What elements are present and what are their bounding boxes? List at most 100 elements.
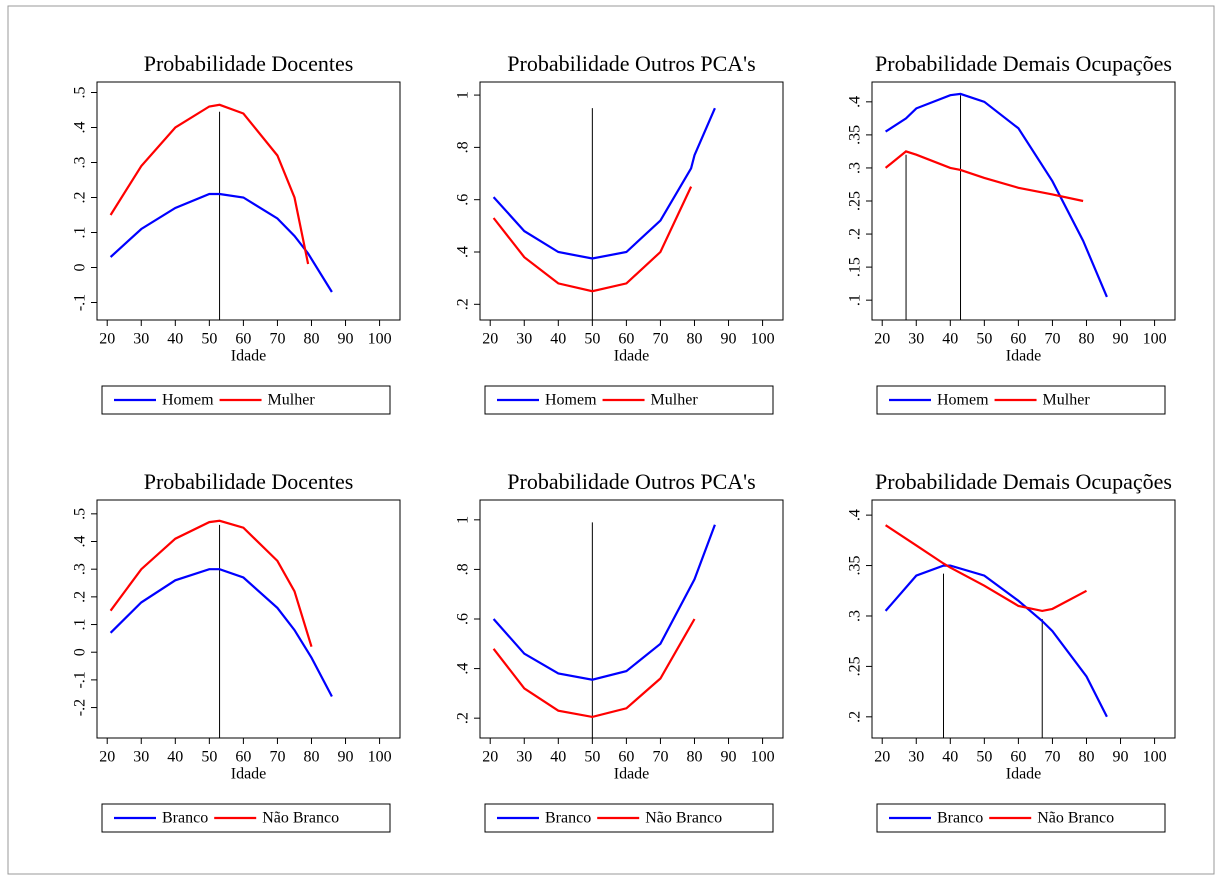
y-tick-label: .8	[455, 563, 472, 575]
chart-title: Probabilidade Demais Ocupações	[875, 469, 1172, 494]
y-tick-label: .15	[847, 257, 864, 277]
legend-label: Branco	[937, 810, 983, 827]
y-tick-label: .25	[847, 191, 864, 211]
x-tick-label: 60	[235, 749, 251, 766]
x-tick-label: 70	[652, 331, 668, 348]
x-tick-label: 50	[976, 331, 992, 348]
legend-label: Mulher	[1043, 392, 1091, 409]
y-tick-label: -.2	[72, 699, 89, 716]
series-line	[109, 519, 313, 648]
y-tick-label: -.1	[72, 294, 89, 311]
y-tick-label: .2	[72, 192, 89, 204]
x-tick-label: 70	[1044, 331, 1060, 348]
series-line	[492, 524, 716, 681]
y-tick-label: .2	[455, 712, 472, 724]
series-line	[492, 186, 693, 293]
y-tick-label: .4	[847, 96, 864, 108]
x-tick-label: 50	[201, 749, 217, 766]
x-tick-label: 90	[338, 331, 354, 348]
y-tick-label: .4	[72, 536, 89, 548]
x-tick-label: 40	[942, 749, 958, 766]
y-tick-label: .6	[455, 194, 472, 206]
x-tick-label: 60	[618, 331, 634, 348]
y-tick-label: .4	[455, 246, 472, 258]
y-tick-label: .6	[455, 613, 472, 625]
x-tick-label: 40	[550, 331, 566, 348]
x-tick-label: 30	[133, 331, 149, 348]
y-tick-label: .3	[72, 157, 89, 169]
x-tick-label: 80	[303, 331, 319, 348]
series-line	[109, 568, 333, 698]
x-tick-label: 20	[482, 331, 498, 348]
y-tick-label: .1	[847, 294, 864, 306]
y-tick-label: .2	[847, 711, 864, 723]
x-tick-label: 50	[201, 331, 217, 348]
x-tick-label: 30	[908, 331, 924, 348]
legend-label: Não Branco	[645, 810, 722, 827]
x-tick-label: 70	[1044, 749, 1060, 766]
x-tick-label: 80	[1078, 749, 1094, 766]
plot-frame	[96, 81, 401, 321]
y-tick-label: .4	[455, 663, 472, 675]
legend-label: Não Branco	[1037, 810, 1114, 827]
x-tick-label: 60	[235, 331, 251, 348]
y-tick-label: .35	[847, 556, 864, 576]
legend-label: Homem	[545, 392, 597, 409]
y-tick-label: .2	[847, 228, 864, 240]
x-tick-label: 90	[721, 331, 737, 348]
x-tick-label: 20	[482, 749, 498, 766]
y-tick-label: .2	[455, 298, 472, 310]
legend-label: Não Branco	[262, 810, 339, 827]
y-tick-label: .2	[72, 591, 89, 603]
y-tick-label: .1	[72, 227, 89, 239]
x-axis-label: Idade	[614, 348, 650, 365]
legend-label: Mulher	[651, 392, 699, 409]
x-tick-label: 90	[1113, 749, 1129, 766]
chart-title: Probabilidade Outros PCA's	[507, 51, 755, 76]
y-tick-label: -.1	[72, 671, 89, 688]
x-tick-label: 80	[686, 749, 702, 766]
legend-label: Branco	[545, 810, 591, 827]
x-tick-label: 50	[584, 331, 600, 348]
x-tick-label: 80	[686, 331, 702, 348]
x-tick-label: 100	[368, 749, 392, 766]
series-line	[884, 564, 1108, 718]
x-tick-label: 70	[652, 749, 668, 766]
x-tick-label: 80	[1078, 331, 1094, 348]
x-tick-label: 50	[584, 749, 600, 766]
plot-frame	[479, 81, 784, 321]
x-tick-label: 20	[874, 331, 890, 348]
x-tick-label: 40	[167, 749, 183, 766]
x-tick-label: 70	[269, 331, 285, 348]
y-tick-label: 0	[72, 648, 89, 656]
x-tick-label: 30	[908, 749, 924, 766]
y-tick-label: .3	[847, 162, 864, 174]
series-line	[885, 92, 1108, 298]
y-tick-label: .3	[847, 610, 864, 622]
x-tick-label: 50	[976, 749, 992, 766]
x-tick-label: 100	[368, 331, 392, 348]
y-tick-label: .4	[72, 122, 89, 134]
series-line	[884, 150, 1084, 203]
series-line	[884, 524, 1088, 613]
x-tick-label: 40	[942, 331, 958, 348]
series-line	[109, 192, 333, 293]
legend-label: Homem	[937, 392, 989, 409]
chart-title: Probabilidade Demais Ocupações	[875, 51, 1172, 76]
x-tick-label: 20	[99, 331, 115, 348]
chart-title: Probabilidade Docentes	[144, 51, 354, 76]
x-axis-label: Idade	[231, 348, 267, 365]
legend-label: Mulher	[268, 392, 316, 409]
x-axis-label: Idade	[231, 766, 267, 783]
y-tick-label: 0	[72, 264, 89, 272]
series-line	[492, 618, 696, 719]
series-line	[109, 103, 310, 265]
x-tick-label: 100	[1143, 331, 1167, 348]
x-tick-label: 70	[269, 749, 285, 766]
legend-label: Branco	[162, 810, 208, 827]
figure-border	[7, 5, 1215, 875]
series-line	[492, 107, 716, 260]
plot-frame	[871, 499, 1176, 739]
y-tick-label: .3	[72, 563, 89, 575]
